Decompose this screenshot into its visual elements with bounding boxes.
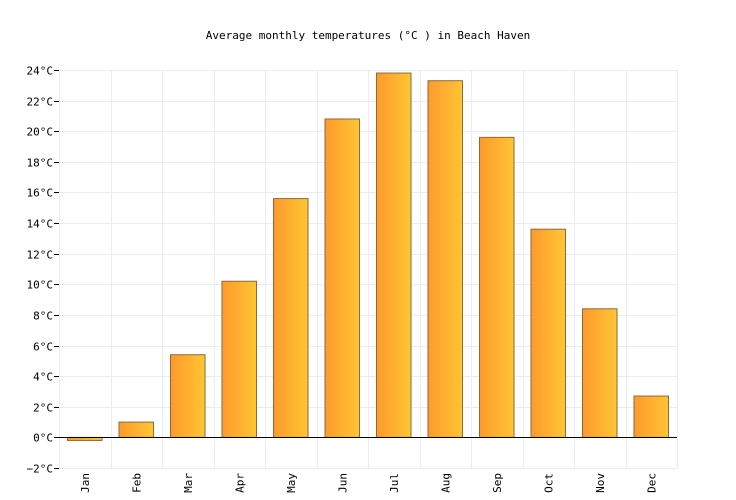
bar-jun bbox=[324, 118, 361, 438]
x-tick-label: Jun bbox=[336, 473, 349, 493]
bar-apr bbox=[221, 280, 258, 438]
y-tick-label: 18°C bbox=[27, 157, 54, 170]
bar-aug bbox=[427, 80, 464, 438]
y-tick-label: 12°C bbox=[27, 249, 54, 262]
y-tick-label: 10°C bbox=[27, 279, 54, 292]
x-tick-label: Nov bbox=[594, 473, 607, 493]
y-tick-label: 14°C bbox=[27, 218, 54, 231]
y-tick-label: 20°C bbox=[27, 126, 54, 139]
x-tick-label: Feb bbox=[130, 473, 143, 493]
bar-oct bbox=[530, 228, 567, 438]
y-tick-label: −2°C bbox=[27, 463, 54, 476]
x-axis: Jan Feb Mar Apr May Jun Jul Aug Sep Oct Nov Dec bbox=[79, 473, 659, 493]
bar-nov bbox=[581, 308, 618, 438]
y-axis: −2°C 0°C 2°C 4°C 6°C 8°C 10°C 12°C 14°C 16°C 18°C 2… bbox=[27, 65, 59, 476]
y-tick-label: 6°C bbox=[33, 341, 53, 354]
bar-jul bbox=[375, 72, 412, 438]
x-tick-label: Apr bbox=[233, 473, 246, 493]
y-tick-label: 22°C bbox=[27, 96, 54, 109]
x-tick-label: Mar bbox=[182, 473, 195, 493]
bars bbox=[66, 72, 670, 441]
x-tick-label: Jul bbox=[388, 473, 401, 493]
x-tick-label: Aug bbox=[439, 473, 452, 493]
x-tick-label: Oct bbox=[542, 473, 555, 493]
y-tick-label: 16°C bbox=[27, 187, 54, 200]
bar-mar bbox=[169, 354, 206, 438]
bar-may bbox=[272, 198, 309, 438]
bar-sep bbox=[478, 136, 515, 438]
x-tick-label: Sep bbox=[491, 473, 504, 493]
bar-dec bbox=[633, 395, 670, 438]
y-tick-label: 2°C bbox=[33, 402, 53, 415]
y-tick-label: 24°C bbox=[27, 65, 54, 78]
chart-title: Average monthly temperatures (°C ) in Be… bbox=[206, 29, 531, 42]
grid-layer bbox=[59, 70, 678, 469]
bar-feb bbox=[118, 421, 155, 438]
y-tick-label: 8°C bbox=[33, 310, 53, 323]
x-tick-label: May bbox=[285, 473, 298, 493]
x-tick-label: Dec bbox=[645, 473, 658, 493]
y-tick-label: 4°C bbox=[33, 371, 53, 384]
y-tick-label: 0°C bbox=[33, 432, 53, 445]
x-tick-label: Jan bbox=[79, 473, 92, 493]
